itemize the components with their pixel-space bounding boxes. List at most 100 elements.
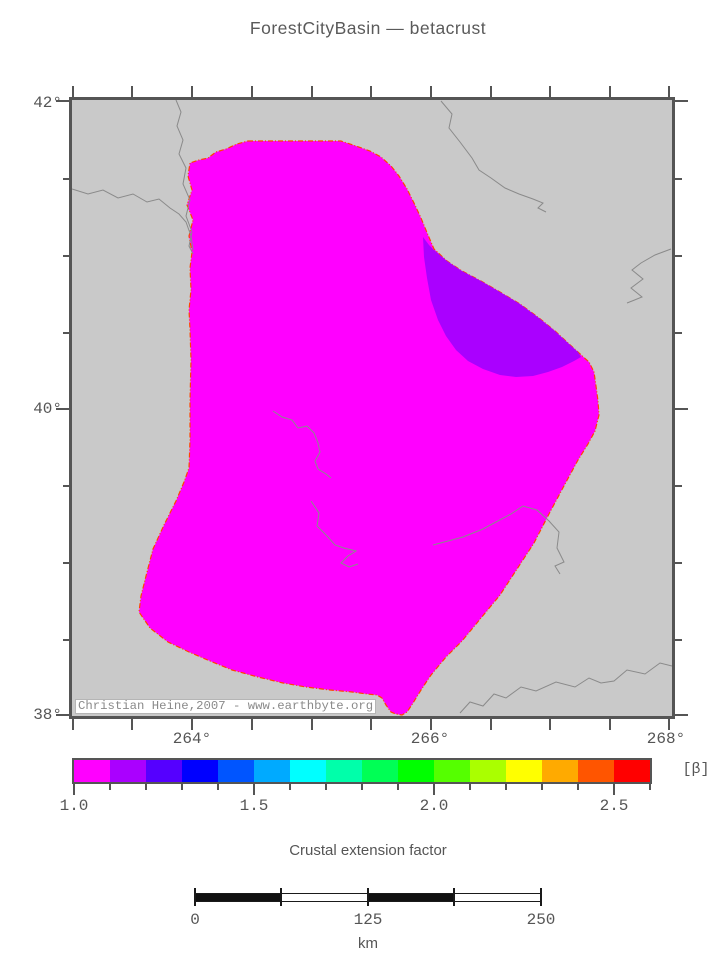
colorbar bbox=[72, 758, 652, 784]
axis-tick bbox=[253, 784, 255, 795]
axis-tick bbox=[56, 408, 69, 410]
river-line bbox=[310, 500, 359, 568]
axis-tick bbox=[280, 888, 282, 906]
axis-tick bbox=[63, 178, 70, 180]
axis-tick bbox=[73, 784, 75, 795]
lon-label-264: 264° bbox=[172, 730, 212, 748]
axis-tick bbox=[675, 100, 688, 102]
axis-tick bbox=[649, 784, 651, 790]
axis-tick bbox=[217, 784, 219, 790]
axis-tick bbox=[63, 332, 70, 334]
map-title: ForestCityBasin — betacrust bbox=[249, 18, 487, 38]
colorbar-tick-2.5: 2.5 bbox=[599, 797, 629, 815]
scale-label-250: 250 bbox=[526, 911, 556, 929]
colorbar-cell bbox=[254, 760, 290, 782]
axis-tick bbox=[433, 784, 435, 795]
axis-tick bbox=[675, 408, 688, 410]
colorbar-cell bbox=[290, 760, 326, 782]
river-line bbox=[432, 505, 565, 575]
map-canvas bbox=[71, 99, 673, 716]
lon-label-268: 268° bbox=[646, 730, 686, 748]
axis-tick bbox=[668, 86, 670, 97]
axis-tick bbox=[251, 86, 253, 97]
scale-bar-segment bbox=[454, 894, 540, 901]
colorbar-cell bbox=[218, 760, 254, 782]
axis-tick bbox=[675, 714, 688, 716]
colorbar-cell bbox=[110, 760, 146, 782]
axis-tick bbox=[430, 86, 432, 97]
axis-tick bbox=[194, 888, 196, 906]
river-line bbox=[175, 99, 194, 255]
colorbar-tick-1.5: 1.5 bbox=[239, 797, 269, 815]
colorbar-cell bbox=[182, 760, 218, 782]
axis-tick bbox=[370, 719, 372, 730]
axis-tick bbox=[675, 562, 682, 564]
colorbar-cell bbox=[146, 760, 182, 782]
colorbar-cell bbox=[398, 760, 434, 782]
axis-tick bbox=[63, 485, 70, 487]
axis-tick bbox=[72, 719, 74, 730]
axis-tick bbox=[191, 86, 193, 97]
axis-tick bbox=[181, 784, 183, 790]
basin-region bbox=[138, 140, 600, 716]
axis-tick bbox=[549, 719, 551, 730]
scale-bar-segment bbox=[368, 894, 454, 901]
axis-tick bbox=[609, 719, 611, 730]
axis-tick bbox=[131, 86, 133, 97]
axis-tick bbox=[311, 719, 313, 730]
axis-tick bbox=[367, 888, 369, 906]
axis-tick bbox=[453, 888, 455, 906]
colorbar-caption: Crustal extension factor bbox=[289, 842, 447, 859]
axis-tick bbox=[609, 86, 611, 97]
axis-tick bbox=[289, 784, 291, 790]
axis-tick bbox=[469, 784, 471, 790]
colorbar-cell bbox=[362, 760, 398, 782]
axis-tick bbox=[191, 719, 193, 730]
colorbar-tick-1.0: 1.0 bbox=[59, 797, 89, 815]
axis-tick bbox=[675, 178, 682, 180]
axis-tick bbox=[490, 719, 492, 730]
axis-tick bbox=[145, 784, 147, 790]
axis-tick bbox=[675, 332, 682, 334]
lat-label-40: 40° bbox=[33, 400, 62, 418]
axis-tick bbox=[613, 784, 615, 795]
scale-label-125: 125 bbox=[353, 911, 383, 929]
river-line bbox=[459, 662, 673, 714]
axis-tick bbox=[675, 485, 682, 487]
axis-tick bbox=[63, 562, 70, 564]
axis-tick bbox=[251, 719, 253, 730]
axis-tick bbox=[540, 888, 542, 906]
map-frame: Christian Heine,2007 - www.earthbyte.org bbox=[69, 97, 675, 719]
basin-inner-region bbox=[423, 237, 581, 377]
axis-tick bbox=[56, 100, 69, 102]
axis-tick bbox=[577, 784, 579, 790]
axis-tick bbox=[63, 255, 70, 257]
axis-tick bbox=[541, 784, 543, 790]
axis-tick bbox=[397, 784, 399, 790]
axis-tick bbox=[63, 639, 70, 641]
colorbar-cell bbox=[470, 760, 506, 782]
axis-tick bbox=[72, 86, 74, 97]
lon-label-266: 266° bbox=[410, 730, 450, 748]
lat-label-42: 42° bbox=[33, 94, 62, 112]
colorbar-cell bbox=[578, 760, 614, 782]
axis-tick bbox=[675, 255, 682, 257]
river-line bbox=[71, 188, 194, 251]
axis-tick bbox=[311, 86, 313, 97]
axis-tick bbox=[361, 784, 363, 790]
river-line bbox=[626, 248, 672, 304]
scale-label-0: 0 bbox=[190, 911, 200, 929]
axis-tick bbox=[109, 784, 111, 790]
axis-tick bbox=[325, 784, 327, 790]
colorbar-cell bbox=[506, 760, 542, 782]
scale-bar-segment bbox=[196, 894, 282, 901]
colorbar-cell bbox=[434, 760, 470, 782]
axis-tick bbox=[675, 639, 682, 641]
lat-label-38: 38° bbox=[33, 706, 62, 724]
scale-unit-label: km bbox=[358, 935, 378, 952]
axis-tick bbox=[430, 719, 432, 730]
colorbar-cell bbox=[542, 760, 578, 782]
colorbar-cell bbox=[614, 760, 650, 782]
scale-bar-segment bbox=[282, 894, 368, 901]
